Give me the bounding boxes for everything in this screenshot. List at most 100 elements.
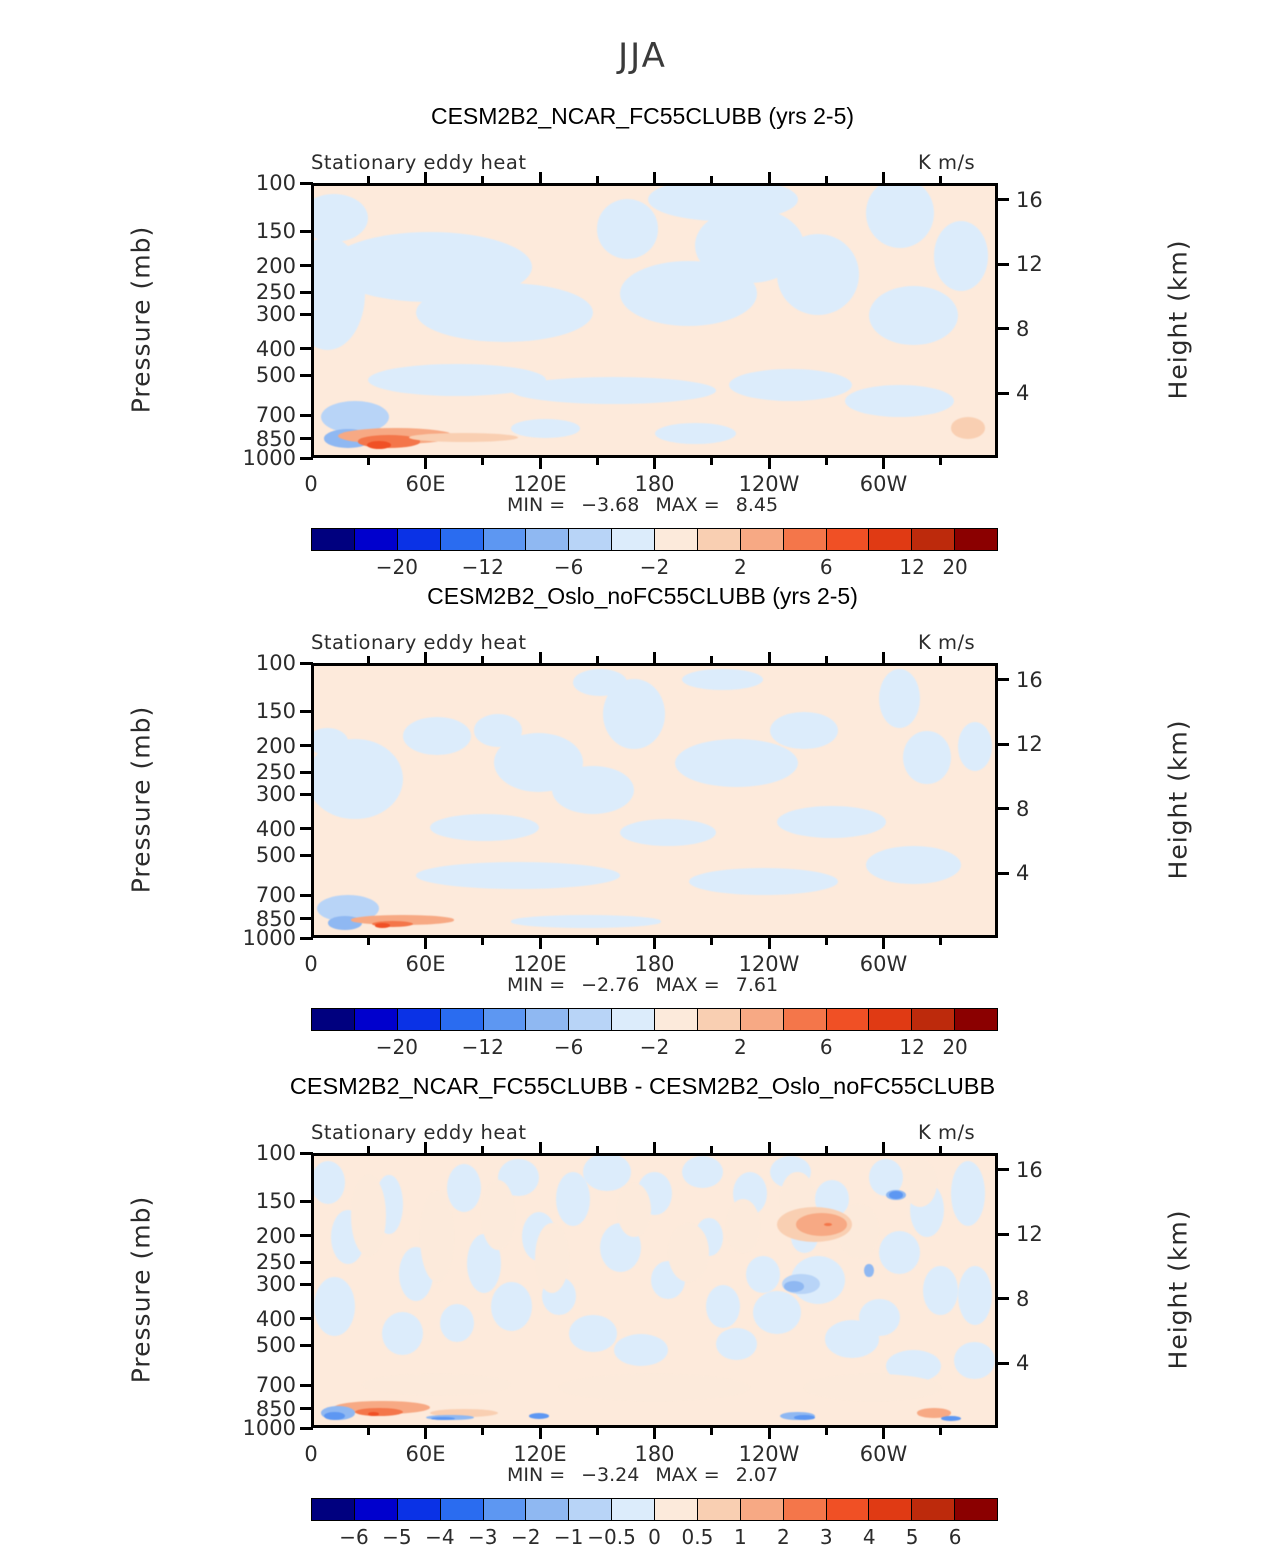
minmax-min-label: MIN = <box>506 974 566 996</box>
y-axis-label: 850 <box>255 906 296 931</box>
x-axis-tick <box>595 176 599 185</box>
x-axis-label: 60W <box>859 472 908 496</box>
colorbar-tick-label: −20 <box>375 1035 418 1059</box>
y-axis-tick <box>300 744 313 748</box>
contour-region <box>903 1158 938 1208</box>
y-axis-label: 250 <box>255 280 296 305</box>
y-axis-tick <box>300 853 313 857</box>
colorbar-cell <box>740 1009 784 1030</box>
y2-axis-label: 8 <box>1016 796 1030 821</box>
y-axis-title: Pressure (mb) <box>126 1195 156 1383</box>
colorbar-tick-label: 6 <box>948 1525 962 1549</box>
colorbar-tick-label: 2 <box>776 1525 790 1549</box>
colorbar-tick-label: 0 <box>648 1525 661 1549</box>
y-axis-label: 1000 <box>242 926 296 950</box>
panel-title: CESM2B2_NCAR_FC55CLUBB (yrs 2-5) <box>430 103 855 129</box>
panel-title: CESM2B2_NCAR_FC55CLUBB - CESM2B2_Oslo_no… <box>289 1073 996 1099</box>
minmax-min-value: −3.24 <box>581 1464 640 1486</box>
y-axis-tick <box>300 770 313 774</box>
contour-region <box>314 194 369 243</box>
contour-region <box>535 1223 570 1294</box>
contour-region <box>620 819 716 847</box>
colorbar-cell <box>869 529 913 550</box>
x-axis-tick <box>538 936 542 949</box>
plot-area <box>311 183 998 458</box>
x-axis-tick <box>767 1142 771 1155</box>
colorbar-tick-label: −6 <box>339 1525 369 1549</box>
y-axis-tick <box>300 1426 313 1430</box>
colorbar-cell <box>569 1499 613 1520</box>
colorbar-tick-label: 12 <box>899 555 925 579</box>
x-axis-label: 120W <box>738 1442 800 1466</box>
y-axis-label: 150 <box>255 219 296 244</box>
colorbar-tick-label: 4 <box>862 1525 876 1549</box>
plot-area <box>311 663 998 938</box>
colorbar-cell <box>569 1009 613 1030</box>
colorbar-cell <box>440 529 484 550</box>
minmax-max-label: MAX = <box>655 974 720 996</box>
y-axis-tick <box>300 1317 313 1321</box>
x-axis-tick <box>939 176 943 185</box>
variable-label: Stationary eddy heat <box>311 631 527 654</box>
x-axis-label: 0 <box>304 472 318 496</box>
minmax-min-label: MIN = <box>506 494 566 516</box>
y-axis-tick <box>300 661 313 665</box>
colorbar-cell <box>697 529 741 550</box>
colorbar-cell <box>697 1009 741 1030</box>
colorbar-cell <box>740 1499 784 1520</box>
x-axis-tick <box>366 456 370 465</box>
minmax-annotation: MIN = −2.76 MAX = 7.61 <box>0 974 1285 996</box>
colorbar-tick-label: −6 <box>553 555 584 579</box>
contour-region <box>705 1285 740 1329</box>
colorbar-tick-label: 3 <box>819 1525 833 1549</box>
colorbar-labels: −20 −12 −6 −2 2 6 12 20 <box>311 555 998 579</box>
minmax-max-value: 8.45 <box>735 494 779 516</box>
contour-region <box>431 1416 456 1420</box>
colorbar-cell <box>526 529 570 550</box>
x-axis-tick <box>424 456 427 469</box>
variable-label: Stationary eddy heat <box>311 151 527 174</box>
contour-region <box>777 234 859 316</box>
contour-region <box>351 1174 386 1256</box>
colorbar-tick-label: −12 <box>461 1035 504 1059</box>
colorbar-cell <box>912 529 956 550</box>
x-axis-tick <box>653 1426 656 1439</box>
y-axis-tick <box>300 1282 313 1286</box>
contour-region <box>889 1191 904 1199</box>
y2-axis-tick <box>996 262 1009 266</box>
colorbar-cell <box>483 529 527 550</box>
x-axis-tick <box>366 1146 370 1155</box>
y2-axis-label: 8 <box>1016 316 1030 341</box>
x-axis-label: 120W <box>738 952 800 976</box>
x-axis-tick <box>538 1142 542 1155</box>
minmax-min-label: MIN = <box>506 1464 566 1486</box>
x-axis-tick <box>653 1142 656 1155</box>
x-axis-tick <box>767 936 771 949</box>
contour-region <box>314 1277 355 1337</box>
contour-region <box>865 846 961 884</box>
contour-region <box>409 432 519 443</box>
y-axis-tick <box>300 1151 313 1155</box>
contour-region <box>429 1408 498 1417</box>
y2-axis-label: 4 <box>1016 861 1030 886</box>
y-axis-tick <box>300 936 313 940</box>
x-axis-tick <box>481 656 485 665</box>
colorbar-labels: −20 −12 −6 −2 2 6 12 20 <box>311 1035 998 1059</box>
x-axis-tick <box>481 1146 485 1155</box>
colorbar-tick-label: 20 <box>942 1035 968 1059</box>
x-axis-tick <box>824 176 828 185</box>
contour-region <box>511 376 716 404</box>
x-axis-tick <box>710 936 714 945</box>
x-axis-label: 60E <box>405 1442 446 1466</box>
minmax-max-value: 7.61 <box>735 974 779 996</box>
colorbar-cell <box>655 1499 698 1520</box>
x-axis-tick <box>882 652 885 665</box>
y-axis-tick <box>300 181 313 185</box>
minmax-max-value: 2.07 <box>735 1464 779 1486</box>
x-axis-tick <box>366 1426 370 1435</box>
contour-region <box>845 385 955 418</box>
y-axis-label: 1000 <box>242 1416 296 1440</box>
y-axis-label: 700 <box>255 883 296 908</box>
contour-region <box>869 285 958 345</box>
x-axis-tick <box>939 936 943 945</box>
